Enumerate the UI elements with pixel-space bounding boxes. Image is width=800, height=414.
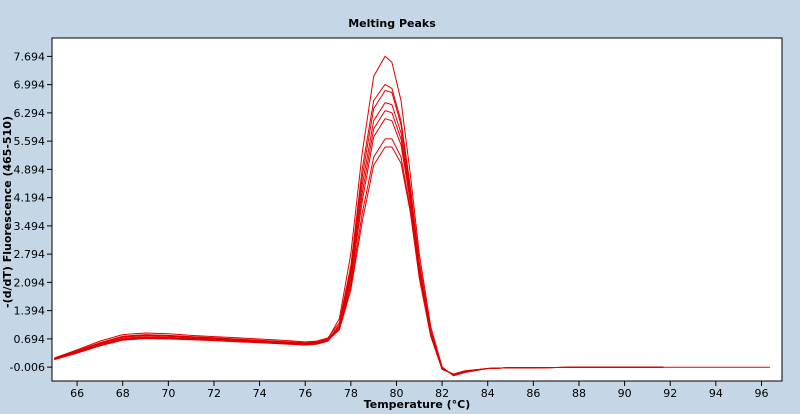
y-tick-label: 2.094 bbox=[14, 276, 46, 289]
y-tick-label: 2.794 bbox=[14, 248, 46, 261]
x-tick-label: 72 bbox=[207, 387, 221, 400]
y-tick-label: 5.594 bbox=[14, 135, 46, 148]
x-tick-label: 86 bbox=[526, 387, 540, 400]
x-tick-label: 70 bbox=[161, 387, 175, 400]
y-tick-label: 3.494 bbox=[14, 220, 46, 233]
x-tick-label: 96 bbox=[754, 387, 768, 400]
y-tick-label: 6.994 bbox=[14, 79, 46, 92]
y-axis-label: -(d/dT) Fluorescence (465-510) bbox=[1, 116, 14, 308]
x-tick-label: 94 bbox=[709, 387, 723, 400]
y-tick-label: 0.694 bbox=[14, 333, 46, 346]
y-tick-label: 4.194 bbox=[14, 192, 46, 205]
y-tick-label: 1.394 bbox=[14, 305, 46, 318]
x-tick-label: 82 bbox=[435, 387, 449, 400]
chart-title: Melting Peaks bbox=[348, 17, 436, 30]
y-tick-label: 6.294 bbox=[14, 107, 46, 120]
x-tick-label: 76 bbox=[298, 387, 312, 400]
x-tick-label: 92 bbox=[663, 387, 677, 400]
x-tick-label: 90 bbox=[618, 387, 632, 400]
x-tick-label: 88 bbox=[572, 387, 586, 400]
x-tick-label: 78 bbox=[344, 387, 358, 400]
x-tick-label: 84 bbox=[481, 387, 495, 400]
x-tick-label: 66 bbox=[70, 387, 84, 400]
x-tick-label: 74 bbox=[253, 387, 267, 400]
y-tick-label: 7.694 bbox=[14, 50, 46, 63]
y-tick-label: 4.894 bbox=[14, 163, 46, 176]
plot-area bbox=[51, 37, 783, 382]
y-tick-label: -0.006 bbox=[10, 361, 45, 374]
series-layer bbox=[54, 55, 770, 377]
y-axis-ticks: -0.006 0.694 1.394 2.094 2.794 3.494 4.194 4.89… bbox=[10, 50, 52, 374]
x-axis-ticks: 66 68 70 72 74 76 78 80 82 84 86 88 90 92 94 96 bbox=[70, 381, 768, 400]
series-line-8 bbox=[54, 146, 664, 375]
x-tick-label: 68 bbox=[116, 387, 130, 400]
x-tick-label: 80 bbox=[389, 387, 403, 400]
x-axis-label: Temperature (°C) bbox=[364, 398, 471, 411]
